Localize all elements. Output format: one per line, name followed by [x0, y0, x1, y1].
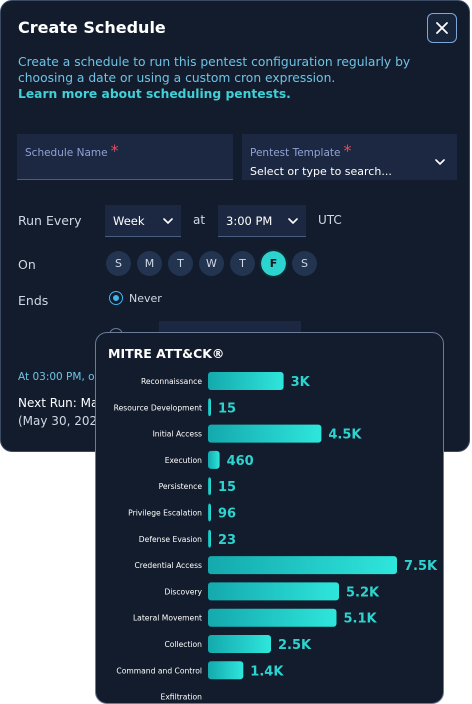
category-label: Lateral Movement	[133, 614, 202, 623]
never-radio[interactable]	[109, 291, 123, 305]
value-label: 7.5K	[404, 559, 438, 574]
close-button[interactable]	[427, 13, 457, 43]
pentest-template-placeholder: Select or type to search...	[250, 165, 392, 178]
next-run-date: (May 30, 2025	[18, 414, 105, 428]
schedule-name-label: Schedule Name	[25, 147, 108, 159]
day-friday[interactable]: F	[259, 249, 288, 278]
day-tuesday[interactable]: T	[168, 251, 193, 276]
modal-title: Create Schedule	[18, 18, 166, 37]
day-thursday[interactable]: T	[230, 251, 255, 276]
create-schedule-modal: Create Schedule Create a schedule to run…	[0, 0, 470, 452]
mitre-attack-panel: MITRE ATT&CK® Reconnaissance 3K Resource D…	[95, 332, 444, 704]
on-label: On	[18, 257, 36, 272]
period-select[interactable]: Week	[105, 205, 181, 237]
bar	[208, 450, 220, 469]
value-label: 5.2K	[346, 585, 380, 600]
mitre-bar-chart: Reconnaissance 3K Resource Development 15 In…	[114, 372, 438, 702]
value-label: 2.5K	[278, 638, 312, 653]
value-label: 15	[218, 401, 236, 416]
value-label: 460	[227, 454, 254, 469]
bar	[208, 398, 211, 417]
run-every-label: Run Every	[18, 213, 82, 228]
required-marker: *	[343, 141, 352, 160]
category-label: Collection	[164, 640, 202, 649]
category-label: Exfiltration	[161, 693, 203, 702]
schedule-summary: At 03:00 PM, on	[18, 371, 102, 383]
day-sunday[interactable]: S	[106, 251, 131, 276]
time-value: 3:00 PM	[226, 213, 273, 228]
chevron-down-icon	[163, 217, 173, 224]
learn-more-link[interactable]: Learn more about scheduling pentests.	[18, 87, 291, 101]
bar	[208, 424, 322, 443]
category-label: Initial Access	[153, 430, 202, 439]
category-label: Persistence	[159, 482, 203, 491]
value-label: 96	[218, 507, 236, 522]
modal-description: Create a schedule to run this pentest co…	[18, 54, 458, 102]
at-label: at	[193, 213, 206, 227]
value-label: 4.5K	[328, 428, 362, 443]
value-label: 23	[218, 533, 236, 548]
day-saturday[interactable]: S	[292, 251, 317, 276]
bar	[208, 477, 211, 496]
bar	[208, 529, 211, 548]
bar	[208, 661, 244, 680]
value-label: 3K	[291, 375, 311, 390]
mitre-title: MITRE ATT&CK®	[108, 346, 225, 361]
category-label: Privilege Escalation	[128, 509, 202, 518]
time-select[interactable]: 3:00 PM	[218, 205, 306, 237]
pentest-template-label: Pentest Template	[250, 147, 341, 159]
next-run-text: Next Run: Ma	[18, 396, 99, 410]
period-value: Week	[113, 213, 145, 228]
close-icon	[436, 22, 448, 34]
pentest-template-select[interactable]: Pentest Template * Select or type to sear…	[242, 134, 457, 180]
day-monday[interactable]: M	[137, 251, 162, 276]
never-label: Never	[129, 291, 162, 305]
chevron-down-icon	[435, 159, 445, 165]
bar	[208, 372, 284, 390]
category-label: Credential Access	[135, 561, 203, 570]
bar	[208, 635, 271, 653]
chevron-down-icon	[288, 217, 298, 224]
ends-label: Ends	[18, 293, 49, 308]
bar	[208, 556, 397, 575]
value-label: 1.4K	[250, 664, 284, 679]
schedule-name-input[interactable]: Schedule Name *	[17, 134, 233, 180]
category-label: Resource Development	[114, 403, 202, 412]
bar	[208, 503, 211, 522]
bar	[208, 582, 339, 601]
category-label: Discovery	[164, 587, 202, 596]
bar	[208, 608, 337, 627]
category-label: Execution	[165, 456, 202, 465]
value-label: 5.1K	[344, 612, 378, 627]
category-label: Command and Control	[116, 666, 202, 675]
timezone-label: UTC	[318, 213, 342, 227]
ends-never-option[interactable]: Never	[109, 291, 162, 305]
category-label: Defense Evasion	[139, 535, 202, 544]
category-label: Reconnaissance	[141, 377, 202, 386]
required-marker: *	[110, 141, 119, 160]
day-picker: S M T W T F S	[106, 249, 317, 278]
day-wednesday[interactable]: W	[199, 251, 224, 276]
description-text: Create a schedule to run this pentest co…	[18, 55, 411, 85]
value-label: 15	[218, 480, 236, 495]
